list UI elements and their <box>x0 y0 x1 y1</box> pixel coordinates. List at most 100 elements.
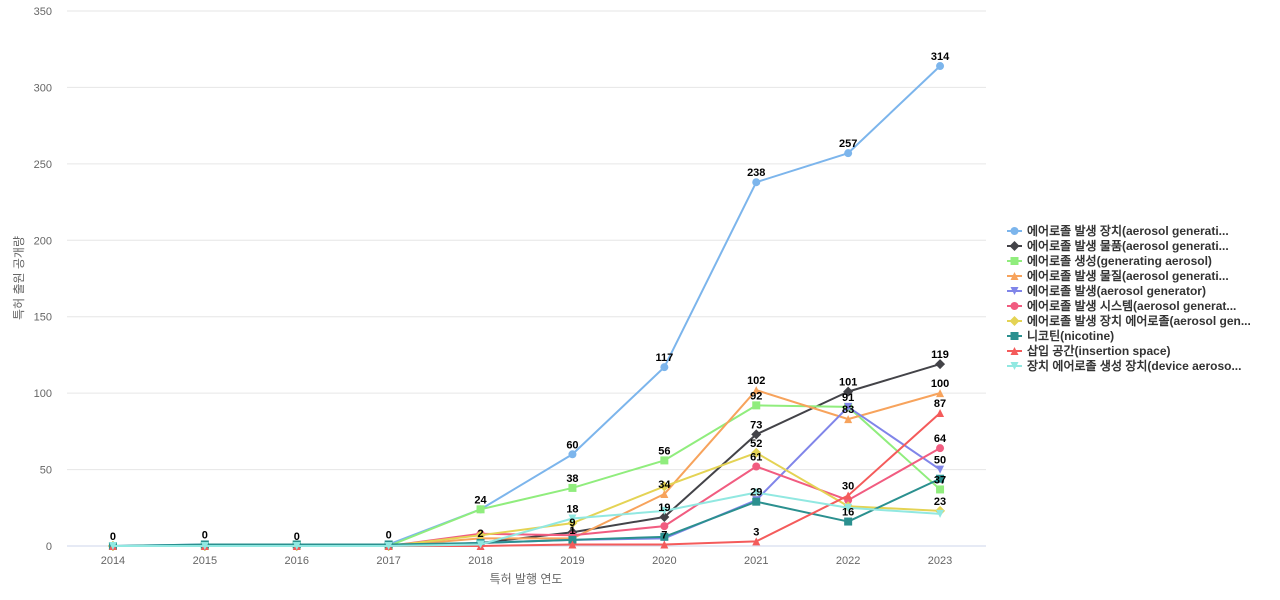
legend-label: 에어로졸 발생 장치(aerosol generati... <box>1027 223 1229 238</box>
legend-label: 장치 에어로졸 생성 장치(device aeroso... <box>1027 358 1241 373</box>
data-label: 117 <box>655 352 673 364</box>
data-point[interactable] <box>843 386 854 397</box>
x-tick-label: 2021 <box>744 555 768 567</box>
x-tick-label: 2020 <box>652 555 676 567</box>
data-point[interactable] <box>936 485 945 494</box>
data-point[interactable] <box>752 401 761 410</box>
data-point[interactable] <box>659 481 670 492</box>
data-point[interactable] <box>752 537 761 546</box>
data-point[interactable] <box>844 491 853 500</box>
series-line[interactable] <box>111 477 942 547</box>
series-line[interactable] <box>111 412 942 547</box>
data-point[interactable] <box>476 540 485 549</box>
data-point[interactable] <box>935 359 946 370</box>
series-line[interactable] <box>111 404 942 547</box>
data-label: 18 <box>566 503 578 515</box>
data-point[interactable] <box>844 517 853 526</box>
legend-item[interactable]: 에어로졸 발생 시스템(aerosol generat... <box>1007 298 1236 313</box>
data-point[interactable] <box>752 488 761 497</box>
data-point[interactable] <box>752 497 761 506</box>
data-label: 19 <box>658 502 670 514</box>
series-4 <box>108 402 945 550</box>
data-point[interactable] <box>752 462 761 471</box>
series-line[interactable] <box>111 65 942 547</box>
data-point[interactable] <box>936 62 945 71</box>
data-point[interactable] <box>200 542 209 550</box>
data-point[interactable] <box>568 540 577 549</box>
legend-marker <box>1010 332 1019 340</box>
legend-marker <box>1009 241 1020 251</box>
data-point[interactable] <box>660 490 669 499</box>
data-point[interactable] <box>567 518 578 529</box>
data-point[interactable] <box>660 456 669 465</box>
data-point[interactable] <box>660 532 669 541</box>
series-line[interactable] <box>111 491 942 547</box>
legend-item[interactable]: 니코틴(nicotine) <box>1007 328 1114 343</box>
y-tick-label: 50 <box>40 465 52 477</box>
legend-item[interactable]: 삽입 공간(insertion space) <box>1007 343 1171 358</box>
data-label: 3 <box>753 526 759 538</box>
data-label: 52 <box>750 438 762 450</box>
data-label: 102 <box>747 375 765 387</box>
legend-label: 에어로졸 발생 장치 에어로졸(aerosol gen... <box>1027 313 1251 328</box>
data-point[interactable] <box>844 402 853 411</box>
data-point[interactable] <box>568 535 577 544</box>
legend-item[interactable]: 에어로졸 발생(aerosol generator) <box>1007 283 1206 298</box>
data-point[interactable] <box>844 503 853 512</box>
legend-item[interactable]: 에어로졸 생성(generating aerosol) <box>1007 253 1212 268</box>
legend-item[interactable]: 에어로졸 발생 장치 에어로졸(aerosol gen... <box>1007 313 1251 328</box>
data-point[interactable] <box>936 409 945 418</box>
data-label: 29 <box>750 487 762 499</box>
y-axis-title: 특허 출원 공개량 <box>12 236 26 320</box>
data-point[interactable] <box>752 386 761 395</box>
data-point[interactable] <box>751 447 762 458</box>
data-point[interactable] <box>660 540 669 549</box>
data-label: 24 <box>474 494 487 506</box>
data-point[interactable] <box>660 363 669 372</box>
data-label: 1 <box>569 525 575 537</box>
data-point[interactable] <box>568 450 577 459</box>
x-tick-label: 2018 <box>468 555 492 567</box>
data-label: 92 <box>750 390 762 402</box>
data-point[interactable] <box>936 465 945 474</box>
data-label: 34 <box>658 479 671 491</box>
data-point[interactable] <box>568 483 577 492</box>
data-point[interactable] <box>751 429 762 440</box>
data-point[interactable] <box>108 542 117 550</box>
series-2 <box>108 401 945 550</box>
legend-item[interactable]: 장치 에어로졸 생성 장치(device aeroso... <box>1007 358 1241 373</box>
data-point[interactable] <box>292 542 301 550</box>
data-point[interactable] <box>936 444 945 453</box>
data-point[interactable] <box>384 542 393 550</box>
data-point[interactable] <box>936 509 945 518</box>
legend-marker <box>1010 272 1019 280</box>
data-label: 50 <box>934 455 946 467</box>
data-point[interactable] <box>936 474 945 483</box>
data-point[interactable] <box>844 149 853 158</box>
data-label: 9 <box>569 517 575 529</box>
data-point[interactable] <box>936 389 945 398</box>
legend-item[interactable]: 에어로졸 발생 물질(aerosol generati... <box>1007 268 1229 283</box>
legend-item[interactable]: 에어로졸 발생 물품(aerosol generati... <box>1007 238 1229 253</box>
legend-item[interactable]: 에어로졸 발생 장치(aerosol generati... <box>1007 223 1229 238</box>
series-line[interactable] <box>111 405 942 547</box>
data-label: 91 <box>842 392 854 404</box>
series-line[interactable] <box>111 389 942 547</box>
data-point[interactable] <box>752 178 761 187</box>
x-tick-label: 2016 <box>285 555 309 567</box>
data-point[interactable] <box>659 511 670 522</box>
data-point[interactable] <box>844 415 853 424</box>
legend-label: 에어로졸 발생 물품(aerosol generati... <box>1027 238 1229 253</box>
data-point[interactable] <box>476 505 485 514</box>
data-point[interactable] <box>660 522 669 531</box>
data-point[interactable] <box>568 514 577 523</box>
data-point[interactable] <box>475 530 486 541</box>
series-line[interactable] <box>111 363 942 547</box>
legend-label: 삽입 공간(insertion space) <box>1027 343 1171 358</box>
data-label: 73 <box>750 419 762 431</box>
series-5 <box>108 444 945 550</box>
data-point[interactable] <box>660 506 669 515</box>
x-tick-label: 2019 <box>560 555 584 567</box>
